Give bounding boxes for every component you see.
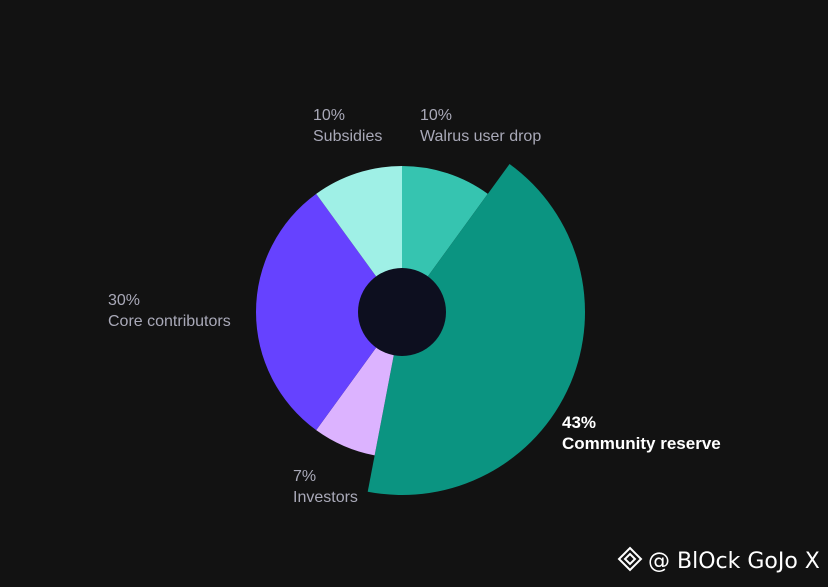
donut-hole — [358, 268, 446, 356]
category-label: Subsidies — [313, 128, 382, 145]
value-label: 43% — [562, 413, 596, 432]
category-label: Investors — [293, 489, 358, 506]
category-label: Walrus user drop — [420, 128, 541, 145]
watermark: @ BlOck GoJo X — [648, 549, 820, 574]
category-label: Core contributors — [108, 313, 231, 330]
value-label: 10% — [313, 107, 345, 124]
value-label: 7% — [293, 468, 316, 485]
value-label: 30% — [108, 292, 140, 309]
pie-slice — [255, 193, 402, 431]
watermark-icon — [617, 546, 643, 572]
pie-slice — [367, 163, 585, 495]
value-label: 10% — [420, 107, 452, 124]
category-label: Community reserve — [562, 434, 721, 453]
